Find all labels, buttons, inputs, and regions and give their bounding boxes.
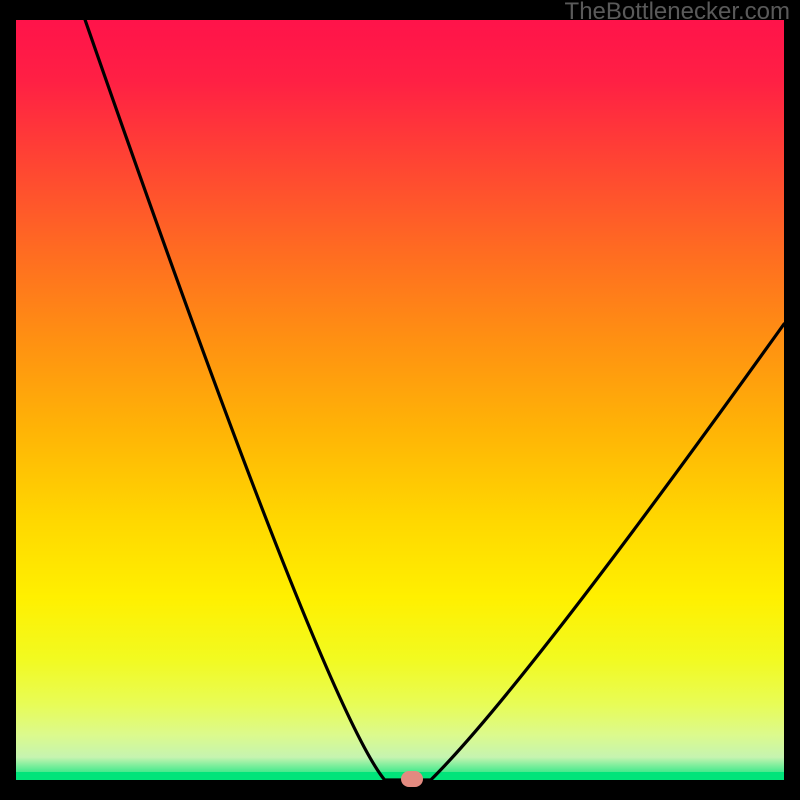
bottleneck-curve [16,20,784,780]
optimal-point-marker [401,771,423,787]
chart-stage: TheBottlenecker.com [0,0,800,800]
watermark-text: TheBottlenecker.com [565,0,790,26]
